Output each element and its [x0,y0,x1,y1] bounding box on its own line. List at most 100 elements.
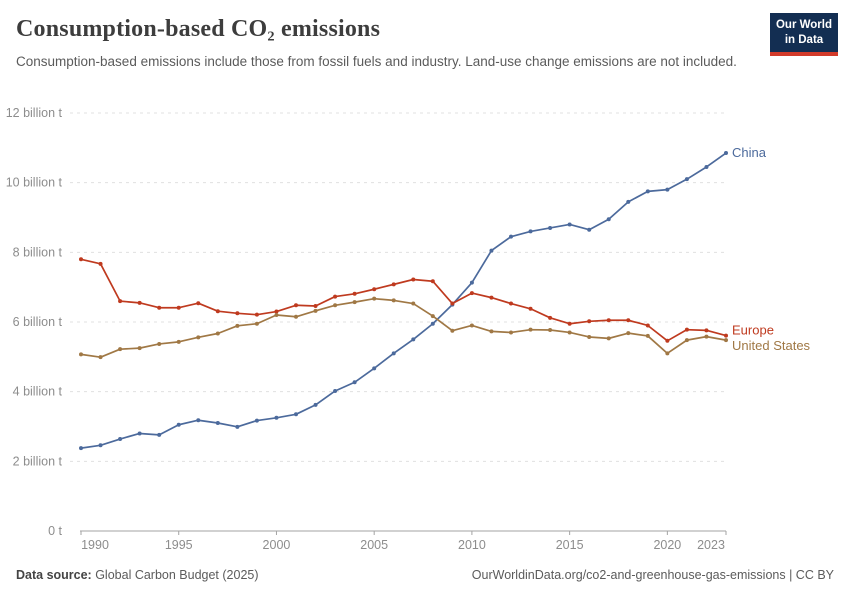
license-link[interactable]: OurWorldinData.org/co2-and-greenhouse-ga… [471,568,834,582]
data-point-united-states-2011[interactable] [489,329,494,334]
series-label-united-states[interactable]: United States [732,338,811,353]
data-point-europe-2000[interactable] [274,309,279,314]
data-point-united-states-1996[interactable] [196,335,201,340]
data-point-china-2005[interactable] [372,366,377,371]
data-point-china-2001[interactable] [294,412,298,417]
data-point-europe-2011[interactable] [489,295,494,300]
data-point-china-2016[interactable] [587,227,592,232]
data-point-europe-1992[interactable] [118,299,123,304]
data-point-united-states-1998[interactable] [235,323,240,328]
data-point-europe-2013[interactable] [528,306,533,311]
data-point-europe-2003[interactable] [333,294,338,299]
data-point-united-states-2013[interactable] [528,327,533,332]
data-point-china-2020[interactable] [665,187,670,192]
data-point-united-states-2018[interactable] [626,331,631,336]
data-point-united-states-2000[interactable] [274,313,279,318]
data-point-united-states-2015[interactable] [567,330,572,335]
data-point-united-states-1990[interactable] [79,352,83,357]
data-point-united-states-2002[interactable] [313,308,318,313]
data-point-china-2007[interactable] [411,337,416,342]
data-point-united-states-1991[interactable] [98,355,103,360]
data-point-china-2006[interactable] [391,351,396,356]
data-point-united-states-1994[interactable] [157,341,162,346]
series-line-china[interactable] [80,152,727,449]
data-point-united-states-2022[interactable] [704,334,709,339]
data-point-united-states-1999[interactable] [254,321,259,326]
owid-logo[interactable]: Our World in Data [770,13,838,56]
data-point-europe-1996[interactable] [196,301,201,306]
data-point-europe-2020[interactable] [665,338,670,343]
data-point-europe-2009[interactable] [450,301,455,306]
data-point-china-1995[interactable] [176,422,181,427]
series-line-united-states[interactable] [80,297,727,359]
data-point-china-2017[interactable] [606,217,611,222]
data-point-united-states-1992[interactable] [118,347,123,352]
data-point-china-1993[interactable] [137,431,142,436]
data-point-europe-2007[interactable] [411,277,416,282]
data-point-europe-2016[interactable] [587,319,592,324]
data-point-china-2021[interactable] [684,177,689,182]
data-point-europe-2021[interactable] [684,327,689,332]
data-point-china-2003[interactable] [333,388,338,393]
data-point-europe-2017[interactable] [606,318,611,323]
data-point-europe-2023[interactable] [724,333,728,338]
data-point-europe-2018[interactable] [626,318,631,323]
series-line-europe[interactable] [80,258,727,342]
data-point-united-states-2010[interactable] [469,323,474,328]
data-point-china-1994[interactable] [157,432,162,437]
data-point-china-1999[interactable] [254,418,259,423]
data-point-china-2019[interactable] [645,189,650,194]
data-point-united-states-2020[interactable] [665,351,670,356]
data-point-europe-2006[interactable] [391,282,396,287]
data-point-europe-2001[interactable] [294,303,298,308]
data-point-united-states-2006[interactable] [391,298,396,303]
data-point-china-2013[interactable] [528,229,533,234]
data-point-europe-1999[interactable] [254,312,259,317]
series-label-china[interactable]: China [732,145,767,160]
data-point-china-2018[interactable] [626,199,631,204]
data-point-china-2002[interactable] [313,402,318,407]
data-point-china-1991[interactable] [98,443,103,448]
data-point-china-2010[interactable] [469,280,474,285]
data-point-europe-1993[interactable] [137,300,142,305]
data-point-europe-1994[interactable] [157,305,162,310]
data-point-china-1990[interactable] [79,446,83,451]
data-point-china-2004[interactable] [352,380,357,385]
data-point-united-states-2007[interactable] [411,301,416,306]
data-point-united-states-2016[interactable] [587,334,592,339]
data-point-europe-1998[interactable] [235,311,240,316]
data-point-china-2015[interactable] [567,222,572,227]
data-point-china-2011[interactable] [489,248,494,253]
data-point-china-1998[interactable] [235,424,240,429]
data-point-united-states-2023[interactable] [724,338,728,343]
data-point-china-1992[interactable] [118,437,123,442]
data-point-united-states-2004[interactable] [352,300,357,305]
series-label-europe[interactable]: Europe [732,323,774,338]
data-point-china-1997[interactable] [215,421,220,426]
data-point-united-states-2019[interactable] [645,333,650,338]
data-point-europe-2022[interactable] [704,328,709,333]
data-point-europe-1990[interactable] [79,257,83,262]
data-point-united-states-2021[interactable] [684,338,689,343]
data-point-united-states-2005[interactable] [372,296,377,301]
data-point-united-states-2001[interactable] [294,314,298,319]
data-point-china-2023[interactable] [724,151,728,156]
data-point-united-states-1997[interactable] [215,331,220,336]
data-point-europe-2004[interactable] [352,291,357,296]
data-point-china-2000[interactable] [274,415,279,420]
data-point-europe-2015[interactable] [567,321,572,326]
data-point-united-states-2017[interactable] [606,336,611,341]
data-point-china-2012[interactable] [509,234,513,239]
data-point-united-states-2003[interactable] [333,303,338,308]
data-point-europe-2019[interactable] [645,323,650,328]
data-point-europe-2002[interactable] [313,303,318,308]
data-point-united-states-1993[interactable] [137,346,142,351]
data-point-europe-1997[interactable] [215,309,220,314]
data-point-china-2022[interactable] [704,164,709,169]
data-point-europe-2008[interactable] [430,279,435,284]
data-point-europe-2005[interactable] [372,287,377,292]
data-point-china-2014[interactable] [548,225,553,230]
data-point-europe-1995[interactable] [176,305,181,310]
data-point-europe-1991[interactable] [98,261,103,266]
data-point-europe-2014[interactable] [548,315,553,320]
